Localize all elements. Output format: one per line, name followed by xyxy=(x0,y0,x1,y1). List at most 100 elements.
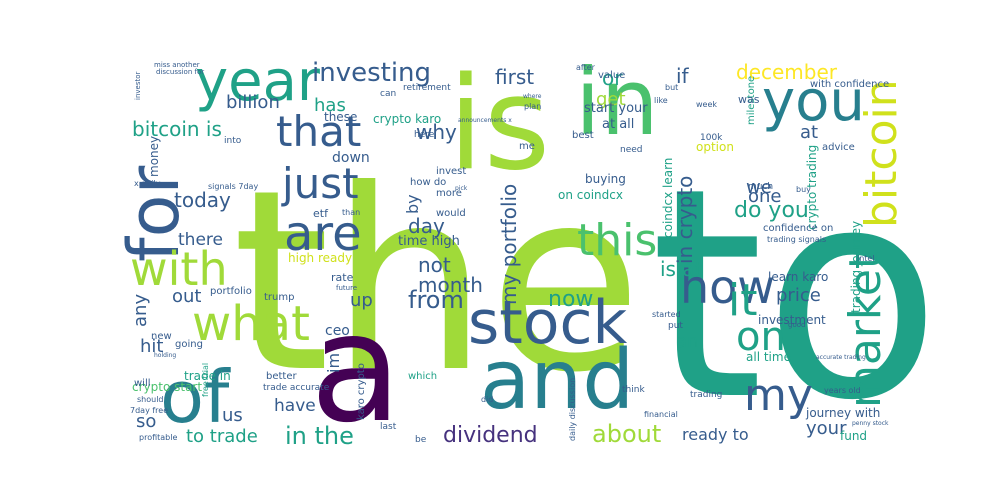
word-after: after xyxy=(576,63,596,72)
word-karo-crypto: karo crypto xyxy=(356,363,367,420)
word-portfolio: portfolio xyxy=(210,286,252,297)
word-coindcx-learn: coindcx learn xyxy=(661,158,675,238)
word-like: like xyxy=(654,96,668,105)
word-accurate-trading: accurate trading xyxy=(816,354,866,361)
word-journey-with: journey with xyxy=(805,406,880,420)
word-one: one xyxy=(748,186,782,207)
word-today: today xyxy=(174,188,231,212)
word-value: value xyxy=(598,70,625,81)
word-down: down xyxy=(332,150,370,166)
word-any: any xyxy=(130,294,151,327)
word-advice: advice xyxy=(822,142,855,153)
word-billion: billion xyxy=(226,92,280,113)
word-at-all: at all xyxy=(602,117,634,132)
word-not: not xyxy=(418,253,451,277)
word-price: price xyxy=(776,285,821,306)
word-crypto-trading: crypto trading xyxy=(805,145,819,230)
word-which: which xyxy=(408,371,437,382)
word-if: if xyxy=(676,64,690,88)
word-start-your: start your xyxy=(584,101,648,116)
word-on: on xyxy=(736,314,786,360)
word-my: my xyxy=(744,370,813,421)
word-can: can xyxy=(380,89,396,99)
word-bitcoin: bitcoin xyxy=(856,79,907,228)
word-7day-free: 7day free xyxy=(130,406,168,415)
word-into: into xyxy=(224,136,242,146)
word-free-trial: free trial xyxy=(201,363,210,397)
word-now: now xyxy=(548,287,593,312)
word-year: year xyxy=(195,49,321,114)
word-do-you: do you xyxy=(734,198,809,223)
word-december: december xyxy=(736,60,838,84)
word-what: what xyxy=(192,296,310,352)
word-is-at: is at xyxy=(660,257,703,281)
word-trump: trump xyxy=(264,292,294,303)
word-has: has xyxy=(314,95,346,116)
word-the: the xyxy=(232,136,642,427)
word-invest: invest xyxy=(436,166,466,177)
word-we: we xyxy=(746,177,772,198)
word-for: for xyxy=(113,166,195,262)
word-plan: plan xyxy=(524,102,541,111)
word-first: first xyxy=(495,65,534,89)
word-is: is xyxy=(448,50,550,199)
word-a: a xyxy=(310,282,402,456)
word-be: be xyxy=(415,435,427,445)
word-new: new xyxy=(151,331,172,342)
word-good: good xyxy=(788,321,805,329)
word-investor: investor xyxy=(134,71,142,100)
word-how: how xyxy=(680,260,775,314)
word-buying: buying xyxy=(585,172,626,186)
word-that: that xyxy=(276,107,361,156)
word-by: by xyxy=(403,194,422,214)
word-buy: buy xyxy=(796,185,811,194)
word-daily-discussion: daily discussion xyxy=(568,378,577,441)
word-retirement: retirement xyxy=(403,83,451,93)
word-trading-signals: trading signals xyxy=(767,235,826,244)
word-100k: 100k xyxy=(700,133,723,143)
word-get: get xyxy=(596,89,626,110)
word-why: why xyxy=(416,120,457,144)
word-pick: pick xyxy=(455,185,468,192)
word-my-portfolio: my portfolio xyxy=(497,184,521,305)
word-crypto-start: crypto start xyxy=(132,380,202,394)
word-rate: rate xyxy=(331,271,354,284)
word-day: day xyxy=(408,214,445,238)
word-but: but xyxy=(665,83,678,92)
word-intel: intel xyxy=(857,254,875,263)
word-of: of xyxy=(160,355,231,439)
word-bitcoin-is: bitcoin is xyxy=(132,117,222,141)
word-did: did xyxy=(481,395,493,404)
word-with: with xyxy=(130,242,228,296)
word-much: much xyxy=(748,182,773,192)
word-these: these xyxy=(324,110,357,124)
word-more: more xyxy=(436,188,462,199)
word-holding: holding xyxy=(154,352,176,359)
word-money: money xyxy=(147,136,161,177)
word-your: your xyxy=(806,418,847,439)
word-to-trade: to trade xyxy=(186,426,258,447)
word-investment: investment xyxy=(758,313,826,327)
word-best: best xyxy=(572,130,594,141)
word-it: it xyxy=(728,275,757,326)
word-would: would xyxy=(436,208,466,219)
word-have: have xyxy=(274,396,316,416)
word-time-high: time high xyxy=(398,234,460,249)
word-future: future xyxy=(336,284,357,292)
word-better: better xyxy=(266,371,297,382)
word-in: in xyxy=(575,49,659,156)
word-fund: fund xyxy=(840,429,867,443)
word-are: are xyxy=(284,206,362,262)
word-where: where xyxy=(523,93,542,100)
word-last: last xyxy=(380,422,397,432)
word-about: about xyxy=(592,420,661,448)
word-how-do: how do xyxy=(410,177,446,188)
word-up: up xyxy=(350,290,373,311)
word-dividend: dividend xyxy=(443,423,538,448)
word-option: option xyxy=(696,140,734,154)
word-just: just xyxy=(281,159,359,208)
word-out: out xyxy=(172,286,201,307)
word-miss-another: miss another xyxy=(154,61,200,69)
word-high-ready: high ready xyxy=(288,251,352,265)
